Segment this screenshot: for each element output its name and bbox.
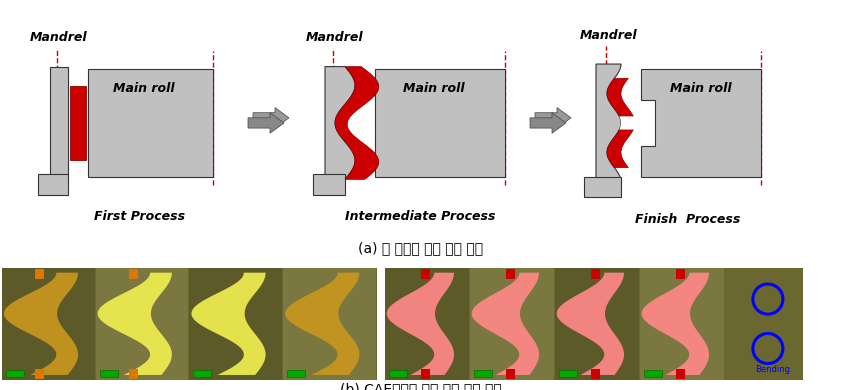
- Bar: [375, 69, 505, 177]
- Polygon shape: [530, 113, 566, 133]
- Bar: [283, 268, 376, 380]
- Polygon shape: [557, 273, 624, 375]
- Bar: [288, 370, 305, 377]
- Bar: [96, 268, 188, 380]
- Polygon shape: [596, 64, 621, 182]
- Polygon shape: [253, 108, 289, 128]
- Polygon shape: [192, 273, 266, 375]
- Bar: [420, 369, 430, 379]
- Bar: [675, 369, 685, 379]
- Bar: [88, 69, 213, 177]
- Bar: [644, 370, 662, 377]
- Bar: [2, 268, 377, 380]
- Text: Main roll: Main roll: [670, 82, 732, 95]
- Bar: [474, 370, 492, 377]
- Polygon shape: [607, 129, 633, 168]
- Text: Main roll: Main roll: [403, 82, 464, 95]
- Polygon shape: [4, 273, 78, 375]
- Bar: [559, 370, 577, 377]
- Bar: [70, 86, 86, 160]
- Text: Mandrel: Mandrel: [306, 31, 364, 44]
- Bar: [505, 369, 515, 379]
- Bar: [385, 268, 803, 380]
- Polygon shape: [98, 273, 172, 375]
- Bar: [193, 370, 211, 377]
- Bar: [555, 268, 639, 380]
- Bar: [590, 269, 600, 279]
- Polygon shape: [619, 117, 635, 129]
- Bar: [640, 268, 724, 380]
- Bar: [420, 269, 430, 279]
- Text: (a) 각 패스별 금형 형상 설계: (a) 각 패스별 금형 형상 설계: [358, 241, 484, 255]
- Polygon shape: [472, 273, 539, 375]
- Polygon shape: [285, 273, 359, 375]
- Bar: [584, 177, 621, 197]
- Bar: [129, 269, 138, 279]
- Bar: [675, 269, 685, 279]
- Bar: [505, 269, 515, 279]
- Bar: [389, 370, 407, 377]
- Polygon shape: [535, 108, 571, 128]
- Bar: [129, 369, 138, 379]
- Polygon shape: [248, 113, 284, 133]
- Bar: [470, 268, 554, 380]
- Bar: [34, 369, 44, 379]
- Bar: [590, 369, 600, 379]
- Text: Finish  Process: Finish Process: [635, 213, 741, 226]
- Text: Main roll: Main roll: [114, 82, 175, 95]
- Text: (b) CAE해석을 통한 금형 설계 검증: (b) CAE해석을 통한 금형 설계 검증: [340, 382, 502, 390]
- Polygon shape: [642, 273, 709, 375]
- Polygon shape: [607, 78, 633, 117]
- Bar: [34, 269, 44, 279]
- Text: Mandrel: Mandrel: [579, 28, 637, 41]
- Polygon shape: [325, 67, 355, 179]
- Bar: [189, 268, 283, 380]
- Bar: [6, 370, 24, 377]
- Polygon shape: [641, 69, 761, 177]
- Text: Mandrel: Mandrel: [30, 31, 87, 44]
- Bar: [38, 174, 68, 195]
- Polygon shape: [335, 67, 378, 179]
- Bar: [100, 370, 118, 377]
- Bar: [50, 67, 68, 179]
- Text: Intermediate Process: Intermediate Process: [345, 210, 495, 223]
- Text: First Process: First Process: [94, 210, 186, 223]
- Bar: [2, 268, 95, 380]
- Bar: [385, 268, 469, 380]
- Text: Bending: Bending: [755, 365, 790, 374]
- Bar: [725, 268, 803, 380]
- Bar: [313, 174, 345, 195]
- Polygon shape: [387, 273, 454, 375]
